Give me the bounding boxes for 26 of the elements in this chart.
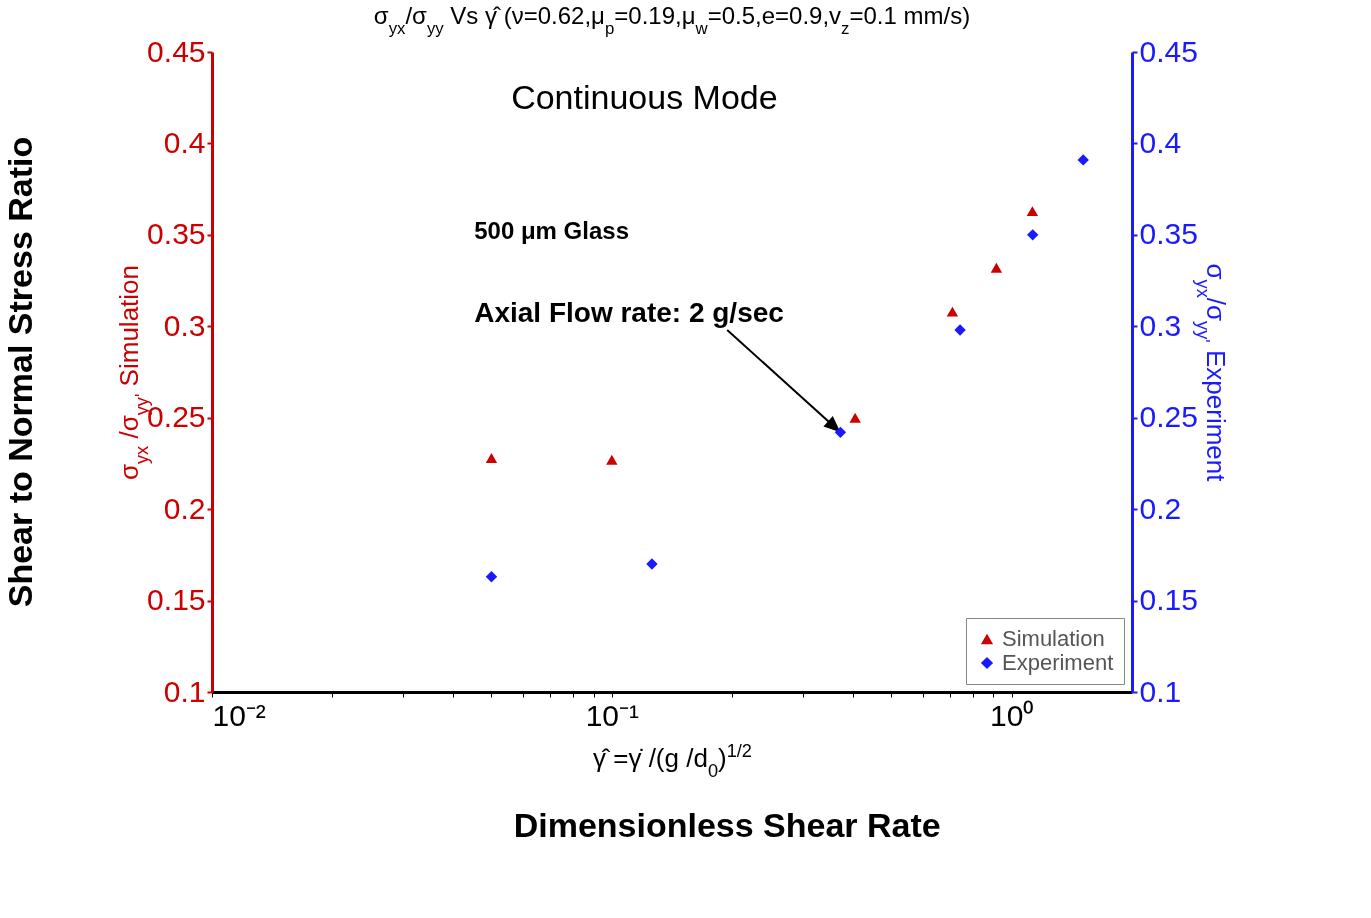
y-tick-label: 0.2 (163, 491, 206, 525)
y2-tick-label: 0.1 (1139, 674, 1182, 708)
y-tick-label: 0.15 (147, 583, 206, 617)
y2-tick-label: 0.4 (1139, 125, 1182, 159)
y2-tick-label: 0.35 (1139, 217, 1198, 251)
x-axis-title: γ̂ =γ̇ /(g /d$_{0}$)$^{1/2}$ (593, 740, 752, 781)
y2-tick-label: 0.2 (1139, 491, 1182, 525)
y-tick-label: 0.35 (147, 217, 206, 251)
legend-label: Simulation (1002, 626, 1105, 651)
annotation: Continuous Mode (511, 78, 778, 116)
text: Shear to Normal Stress Ratio (1, 136, 39, 608)
x-tick-label: 10⁻² (212, 698, 266, 732)
text: Dimensionless Shear Rate (513, 806, 941, 844)
x-tick-label: 10⁻¹ (585, 698, 640, 732)
y-tick-label: 0.1 (163, 674, 206, 708)
chart-title: σ$_{yx}$/σ$_{yy}$ Vs γ̂ (ν=0.62,μ$_{p}$=0.19,μ$_{w}$=0.5,e=0.9,v$_{z}$=0.1 mm/s) (373, 2, 971, 38)
y-tick-label: 0.45 (147, 34, 206, 68)
y2-tick-label: 0.15 (1139, 583, 1198, 617)
annotation: Axial Flow rate: 2 g/sec (474, 297, 784, 328)
y2-tick-label: 0.45 (1139, 34, 1198, 68)
y-tick-label: 0.3 (163, 308, 206, 342)
annotation: 500 μm Glass (474, 217, 629, 244)
y2-tick-label: 0.3 (1139, 308, 1182, 342)
x-tick-label: 10⁰ (989, 698, 1035, 732)
legend-label: Experiment (1002, 650, 1114, 675)
y-tick-label: 0.4 (163, 125, 206, 159)
